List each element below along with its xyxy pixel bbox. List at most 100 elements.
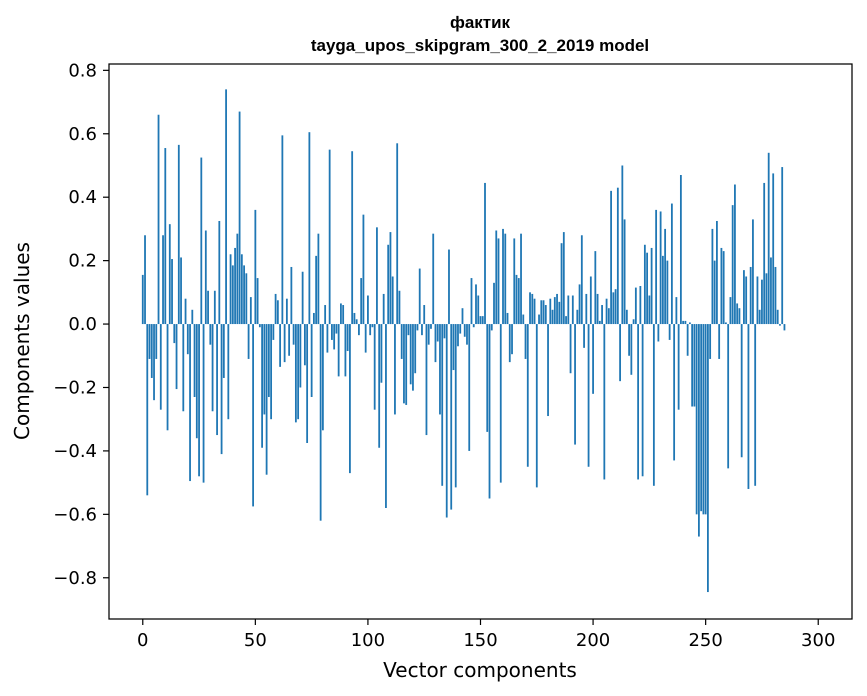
bar-224 [646,252,649,325]
bar-161 [504,233,507,325]
bar-38 [227,324,230,420]
bar-55 [265,324,268,475]
bar-90 [344,324,347,377]
bar-142 [461,308,464,325]
bar-6 [155,324,158,359]
bar-139 [454,324,457,488]
bar-244 [691,324,694,407]
bar-56 [267,324,270,397]
y-tick-label: 0.6 [68,124,97,145]
bar-228 [655,209,658,325]
bar-187 [562,232,565,325]
bar-261 [729,297,732,325]
bar-16 [177,144,180,325]
bar-168 [520,233,522,325]
bar-31 [211,324,214,412]
bar-85 [333,324,336,350]
bar-218 [632,319,635,325]
bar-258 [722,251,725,325]
bar-32 [213,290,216,325]
bar-4 [150,324,153,378]
bar-229 [657,324,660,342]
bar-12 [168,224,171,325]
bar-204 [601,305,603,325]
chart-title-line2: tayga_upos_skipgram_300_2_2019 model [311,36,649,55]
bar-210 [614,289,617,325]
bar-25 [198,324,200,477]
bar-64 [285,298,288,325]
bar-192 [574,324,576,445]
bar-74 [308,132,311,325]
bar-206 [605,298,608,325]
bar-240 [682,320,685,325]
bar-148 [475,284,477,325]
x-tick-label: 300 [801,630,835,651]
bar-281 [774,266,777,325]
bar-249 [702,324,705,515]
bar-135 [445,324,448,518]
bar-23 [193,324,196,397]
bar-60 [276,300,279,325]
bar-183 [553,297,556,325]
bar-41 [234,247,236,325]
bar-131 [436,324,439,342]
bar-201 [594,251,597,325]
bar-86 [335,324,338,334]
bar-279 [770,257,772,325]
bar-271 [752,219,754,325]
bar-84 [331,324,333,340]
bar-98 [362,214,365,325]
bar-180 [547,324,549,417]
bar-136 [448,249,450,325]
bar-179 [544,305,547,325]
bar-150 [479,316,482,325]
bar-152 [484,182,486,325]
bar-39 [229,254,232,325]
bar-18 [182,324,185,412]
bar-185 [558,301,561,325]
bar-145 [468,324,471,451]
bar-211 [616,187,619,325]
bar-26 [200,157,203,325]
bar-193 [576,309,579,325]
bar-177 [540,300,543,325]
bar-36 [222,324,225,378]
bar-178 [542,300,545,325]
bar-259 [725,322,727,325]
bar-213 [621,165,624,325]
x-tick-label: 150 [463,630,497,651]
bar-186 [560,243,563,325]
bar-92 [349,324,351,474]
bar-225 [648,295,651,325]
bar-272 [754,324,757,486]
bar-128 [430,324,432,329]
bar-79 [319,324,322,521]
bar-268 [745,276,748,325]
bar-243 [688,322,691,325]
bar-50 [254,209,257,325]
bar-35 [220,324,223,455]
bar-226 [650,247,653,325]
bar-164 [511,324,513,355]
bar-188 [565,316,567,325]
bar-207 [607,308,610,325]
bar-217 [630,324,633,375]
y-tick-label: 0.0 [68,314,97,335]
bar-59 [274,293,277,325]
bar-285 [783,324,786,331]
bar-280 [772,173,775,325]
bars-group [141,89,786,593]
bar-255 [716,220,718,325]
bar-33 [216,324,218,436]
bar-275 [761,279,763,325]
bar-117 [405,324,408,405]
bar-234 [668,324,671,340]
bar-127 [427,324,430,345]
bar-248 [700,324,703,512]
bar-220 [637,324,640,480]
y-tick-label: −0.2 [53,377,97,398]
x-tick-label: 100 [351,630,385,651]
bar-266 [740,324,743,458]
bar-181 [549,298,552,325]
bar-198 [587,324,590,467]
